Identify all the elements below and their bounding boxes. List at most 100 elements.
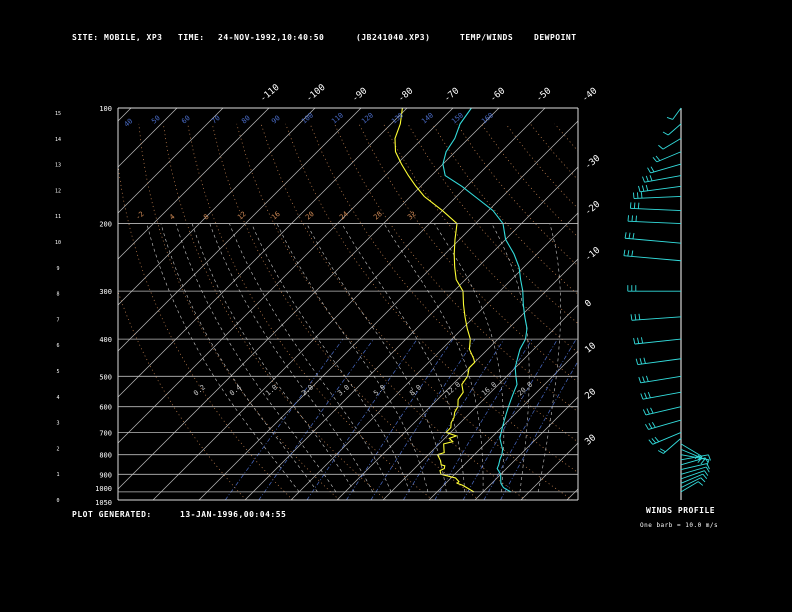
wind-barb-shaft [623, 255, 682, 262]
wind-barb-flag [627, 250, 630, 257]
wind-barb-shaft [642, 391, 682, 400]
wind-barb [680, 481, 704, 493]
wind-barb-shaft [680, 463, 708, 471]
wind-barb-shaft [662, 138, 682, 150]
mixing-ratio-label: 3.0 [336, 383, 351, 397]
wind-barb-flag [633, 192, 635, 199]
wind-barb-flag [637, 202, 640, 209]
wind-barb [657, 437, 682, 454]
wind-barb-flag [659, 448, 666, 453]
wind-barb-flag [644, 392, 648, 399]
dry-adiabat-label: 40 [123, 117, 135, 129]
legend-temp-winds: TEMP/WINDS [460, 33, 514, 42]
dry-adiabat [407, 123, 578, 324]
isotherm-line [474, 396, 578, 500]
mixing-ratio-line [462, 338, 558, 500]
wind-barb-shaft [625, 237, 682, 244]
wind-barb-flag [705, 466, 710, 473]
isotherm-line [520, 442, 578, 500]
pressure-tick-label: 700 [99, 429, 112, 437]
dry-adiabat [358, 123, 578, 383]
wind-barb-shaft [631, 316, 682, 321]
isotherm-line [382, 304, 578, 500]
dry-adiabat [456, 123, 578, 267]
top-temperature-label: -90 [351, 86, 370, 104]
time-value: 24-NOV-1992,10:40:50 [218, 33, 325, 42]
wind-barb-flag [650, 166, 655, 173]
temperature-profile [442, 108, 528, 493]
wind-barb [633, 337, 682, 345]
mixing-ratio-line [258, 338, 374, 500]
isotherm-line [244, 166, 578, 500]
wind-barb [662, 123, 682, 136]
wind-barb-flag [702, 473, 708, 480]
moist-adiabat [276, 223, 429, 492]
wind-barb-shaft [650, 163, 682, 174]
pressure-tick-label: 1000 [95, 485, 112, 493]
isotherm-line [118, 108, 500, 490]
dewpoint-profile [394, 108, 476, 493]
wind-barb-flag [647, 391, 651, 398]
wind-barb-flag [647, 167, 651, 174]
height-tick-label: 6 [56, 343, 59, 349]
moist-adiabat-label: 28 [372, 210, 384, 222]
wind-barb-flag [642, 376, 645, 383]
wind-barb-shaft [652, 431, 682, 445]
dry-adiabat [236, 123, 527, 500]
wind-barb [680, 470, 709, 480]
moist-adiabat [306, 223, 447, 492]
top-temperature-label: -110 [259, 83, 282, 105]
wind-barb-shaft [639, 185, 682, 193]
moist-adiabat [229, 223, 392, 493]
wind-barb [645, 419, 682, 430]
isotherm-line [118, 108, 408, 398]
height-tick-label: 7 [56, 317, 59, 323]
isotherm-line [118, 108, 454, 444]
mixing-ratio-label: 12.0 [444, 381, 462, 398]
wind-barb-shaft [633, 196, 682, 199]
height-tick-label: 13 [55, 163, 61, 169]
dry-adiabat [530, 123, 578, 181]
wind-barb-flag [657, 450, 664, 454]
wind-barb-flag [623, 249, 626, 256]
moist-adiabat-label: 24 [338, 210, 350, 222]
height-tick-label: 9 [56, 266, 59, 272]
height-tick-label: 12 [55, 188, 61, 194]
height-tick-label: 14 [55, 137, 61, 143]
top-temperature-label: -50 [535, 86, 554, 104]
wind-barb [666, 107, 682, 120]
wind-barb-flag [627, 215, 629, 222]
dry-adiabat [481, 123, 578, 238]
wind-barb [627, 215, 682, 225]
plot-generated-value: 13-JAN-1996,00:04:55 [180, 510, 287, 519]
legend-dewpoint: DEWPOINT [534, 33, 577, 42]
height-tick-label: 8 [56, 292, 59, 298]
wind-barb-shaft [680, 443, 703, 457]
wind-barb-shaft [627, 220, 682, 225]
dry-adiabat [138, 123, 340, 500]
mixing-ratio-label: 1.0 [264, 383, 279, 397]
wind-barb-flag [662, 131, 669, 136]
pressure-tick-label: 400 [99, 336, 112, 344]
wind-barb-flag [648, 439, 654, 445]
wind-barb-flag [628, 232, 631, 239]
wind-barb-shaft [680, 481, 699, 493]
wind-barb-flag [697, 456, 703, 461]
right-temperature-label: 20 [583, 387, 598, 402]
wind-barb-shaft [644, 175, 682, 183]
wind-barb-flag [650, 407, 654, 414]
dry-adiabat-label: 100 [300, 111, 315, 125]
moist-adiabat [434, 223, 505, 492]
dry-adiabat [579, 124, 792, 500]
dry-adiabat [211, 123, 480, 500]
height-tick-label: 0 [56, 498, 59, 504]
dry-adiabat [309, 123, 578, 443]
wind-barb-flag [700, 477, 706, 483]
wind-barb-flag [655, 155, 661, 161]
wind-barb-flag [642, 409, 647, 416]
dry-adiabat-label: 60 [180, 114, 192, 126]
wind-barb-flag [630, 314, 633, 321]
wind-barb-flag [666, 116, 673, 120]
wind-barb [647, 163, 682, 174]
